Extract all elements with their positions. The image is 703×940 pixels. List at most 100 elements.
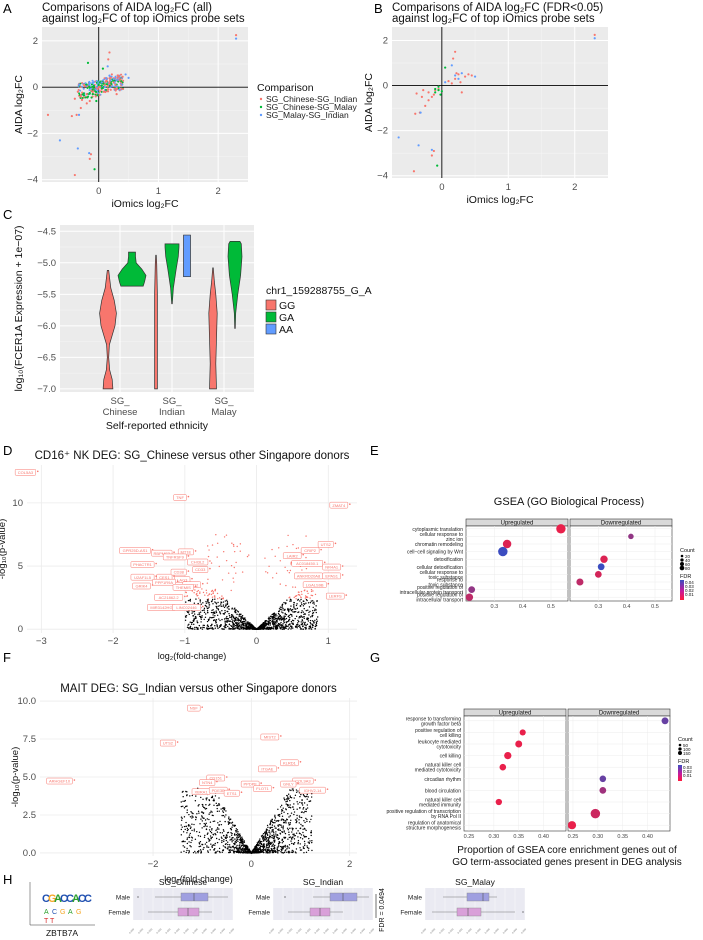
data-point [309,840,311,842]
data-point [197,835,200,837]
data-point [268,840,271,842]
data-point [229,846,231,848]
data-point [240,623,242,625]
data-point [303,617,305,620]
data-point [313,603,315,605]
data-point [237,620,240,622]
data-point [286,805,289,807]
data-point [294,610,297,613]
data-point [185,601,187,603]
data-point [244,848,246,850]
data-point [90,96,93,99]
data-point [248,851,251,854]
term-label: structure morphogenesis [406,826,462,832]
data-point [218,838,220,841]
data-point [95,81,98,84]
gene-label: CD38 [174,570,185,575]
row-label: Female [108,910,130,917]
data-point [284,846,287,848]
data-point [94,88,97,91]
term-label: mediated immunity [419,803,461,809]
data-point [272,577,274,579]
data-point [196,620,198,622]
data-point [271,831,273,833]
data-point [235,831,237,833]
dot [499,763,507,771]
data-point [298,819,300,821]
data-point [293,813,295,816]
gene-label: GPR25D-AS1 [123,548,149,553]
data-point [282,852,285,854]
data-point [284,832,287,835]
gene-label-box [152,578,176,586]
data-point [308,837,310,840]
data-point [262,837,264,839]
legend-fdr-colorbar [678,765,682,781]
data-point [210,843,212,845]
x-tick-label: 0.35 [617,834,628,840]
y-axis-title: -log₁₀(p-value) [0,519,8,579]
data-point [205,627,208,629]
data-point [242,620,244,623]
data-point [213,848,215,851]
data-point [228,605,230,607]
data-point [239,834,241,836]
data-point [82,92,85,95]
data-point [303,852,305,854]
data-point [228,612,230,615]
data-point [87,95,90,98]
data-point [280,812,283,814]
data-point [201,609,204,612]
data-point [300,834,303,836]
x-tick-label: 0 [254,636,259,647]
x-tick-label: 2 [572,182,577,193]
data-point [205,807,208,810]
gene-point [201,605,204,608]
data-point [85,102,88,105]
data-point [195,626,198,629]
data-point [224,846,226,848]
data-point [75,113,78,117]
x-tick-label: 0.000 [192,928,199,935]
data-point [303,613,305,616]
data-point [100,87,103,90]
data-point [214,842,216,845]
y-tick-label: 10 [12,498,23,509]
data-point [208,813,210,815]
data-point [201,815,203,817]
data-point [315,624,317,626]
data-point [210,611,213,614]
data-point [226,607,229,609]
data-point [203,609,205,611]
data-point [234,834,236,836]
data-point [217,608,220,610]
data-point [200,850,202,852]
data-point [84,96,87,99]
data-point [191,612,193,614]
data-point [234,33,238,37]
data-point [229,827,232,830]
term-label: natural killer cell [425,763,461,769]
data-point [289,821,291,824]
data-point [242,617,245,619]
data-point [304,835,306,838]
data-point [86,61,90,64]
data-point [239,543,242,545]
data-point [183,816,186,818]
data-point [273,833,275,835]
data-point [265,622,267,624]
data-point [188,841,190,843]
data-point [230,615,233,617]
data-point [205,841,208,844]
data-point [236,619,239,621]
gene-label-box [317,541,334,548]
motif-letter: G [48,893,57,905]
data-point [184,619,187,621]
data-point [293,604,295,606]
data-point [206,545,209,547]
data-point [242,849,244,852]
panel-letter-h: H [3,872,13,887]
x-tick-label: 0.000 [138,928,145,935]
data-point [233,848,235,850]
row-label: Female [248,910,270,917]
